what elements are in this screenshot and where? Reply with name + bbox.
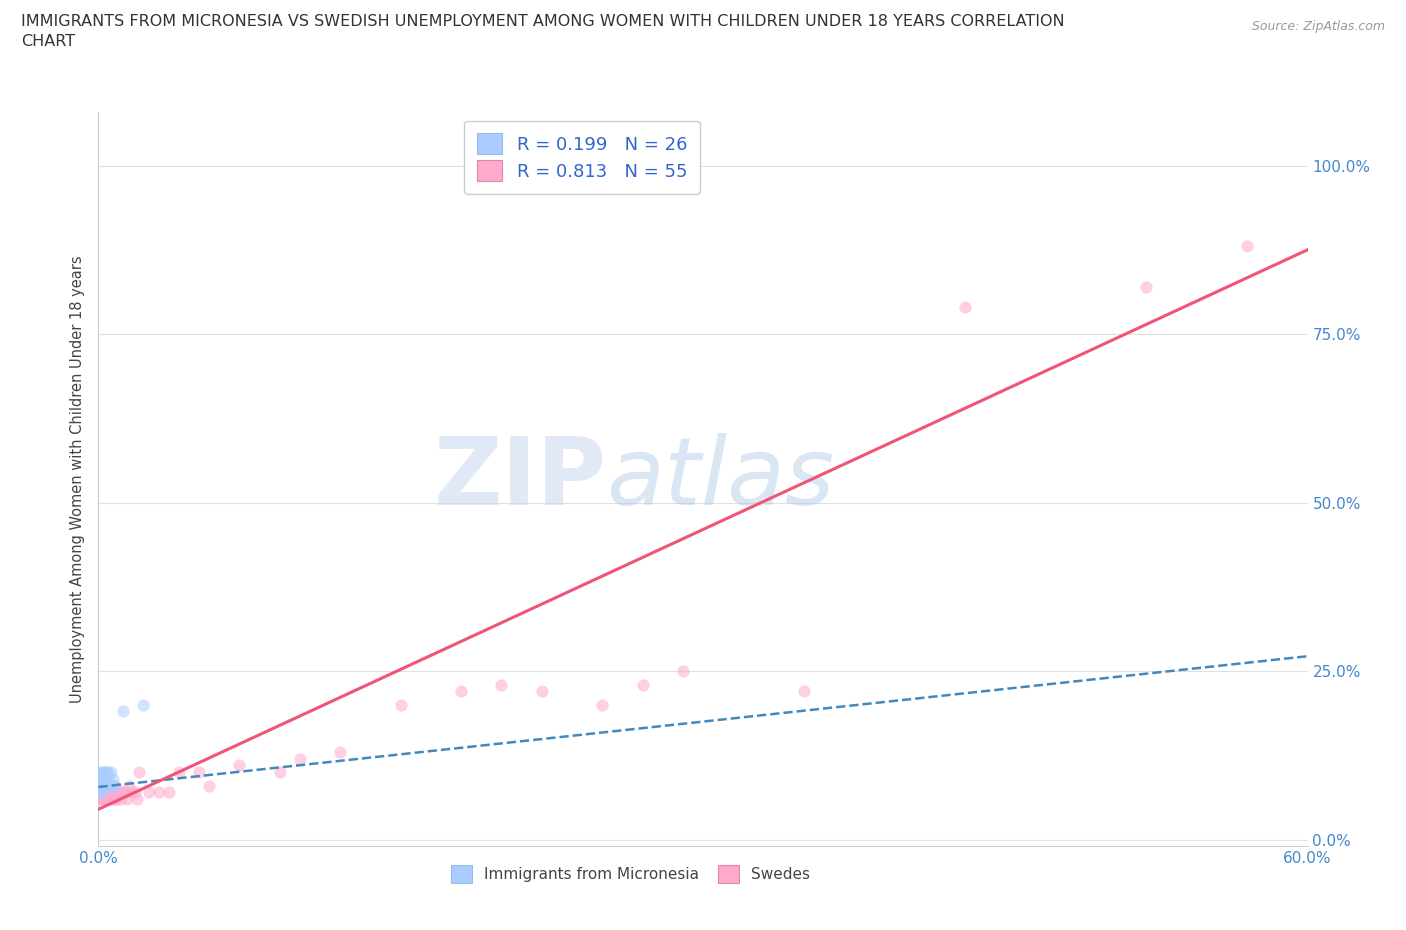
Point [118,778,141,793]
Point [89,785,111,800]
Point [115,791,138,806]
Point [93,785,115,800]
Point [100,785,122,800]
Point [97,791,120,806]
Point [89,764,111,779]
Point [953,299,976,314]
Point [631,677,654,692]
Point [491,677,513,692]
Point [96,772,118,787]
Point [97,778,120,793]
Point [111,704,134,719]
Point [93,791,115,806]
Legend: Immigrants from Micronesia, Swedes: Immigrants from Micronesia, Swedes [440,855,821,894]
Text: ZIP: ZIP [433,433,606,525]
Point [87,791,110,806]
Point [93,778,115,793]
Point [89,778,111,793]
Point [101,791,124,806]
Point [101,785,124,800]
Point [128,764,150,779]
Point [89,778,111,793]
Point [167,764,190,779]
Point [124,785,146,800]
Point [87,778,110,793]
Point [89,791,111,806]
Point [87,778,110,793]
Point [103,778,125,793]
Point [93,778,115,793]
Point [1236,239,1258,254]
Point [591,698,613,712]
Point [198,778,221,793]
Point [329,745,352,760]
Point [389,698,412,712]
Point [157,785,180,800]
Point [138,785,160,800]
Point [110,791,132,806]
Point [188,764,211,779]
Text: atlas: atlas [606,433,835,525]
Point [103,778,125,793]
Point [1135,279,1157,294]
Point [87,785,110,800]
Point [105,791,128,806]
Point [97,764,120,779]
Point [89,785,111,800]
Point [228,758,250,773]
Point [96,778,118,793]
Point [91,764,114,779]
Point [89,772,111,787]
Point [148,785,170,800]
Point [530,684,553,698]
Point [91,778,114,793]
Point [97,778,120,793]
Point [107,785,129,800]
Point [103,791,125,806]
Point [672,664,695,679]
Point [101,772,124,787]
Point [96,791,118,806]
Point [125,791,148,806]
Point [91,778,114,793]
Point [91,772,114,787]
Text: CHART: CHART [21,34,75,49]
Point [96,764,118,779]
Point [87,785,110,800]
Point [93,764,115,779]
Point [288,751,311,766]
Point [132,698,155,712]
Point [100,764,122,779]
Point [91,785,114,800]
Point [96,785,118,800]
Text: IMMIGRANTS FROM MICRONESIA VS SWEDISH UNEMPLOYMENT AMONG WOMEN WITH CHILDREN UND: IMMIGRANTS FROM MICRONESIA VS SWEDISH UN… [21,14,1064,29]
Point [87,772,110,787]
Point [793,684,815,698]
Point [91,791,114,806]
Point [114,785,136,800]
Point [269,764,291,779]
Point [93,772,115,787]
Point [450,684,472,698]
Point [111,785,134,800]
Point [91,785,114,800]
Point [100,778,122,793]
Text: Source: ZipAtlas.com: Source: ZipAtlas.com [1251,20,1385,33]
Point [97,772,120,787]
Point [100,791,122,806]
Point [105,785,128,800]
Point [120,785,142,800]
Y-axis label: Unemployment Among Women with Children Under 18 years: Unemployment Among Women with Children U… [69,255,84,703]
